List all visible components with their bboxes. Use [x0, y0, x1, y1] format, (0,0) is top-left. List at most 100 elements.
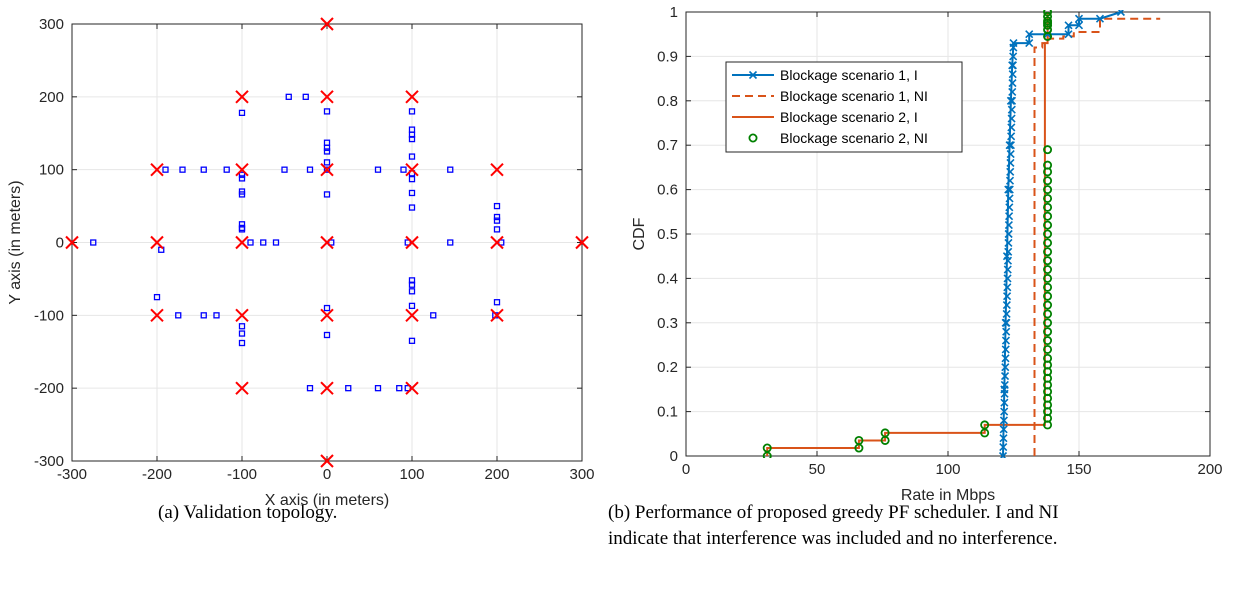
x-stroke: [235, 90, 249, 104]
series-point-marker: [1005, 194, 1014, 203]
user-square-marker: [408, 281, 416, 288]
series-point-marker: [1002, 300, 1011, 310]
user-square-marker: [408, 153, 416, 160]
y-tick-label: 0.9: [657, 48, 678, 65]
base-station-x-marker: [320, 90, 334, 104]
x-tick-label: -100: [227, 466, 257, 483]
marker-stroke: [748, 70, 758, 80]
marker-stroke: [999, 425, 1008, 434]
user-square-marker: [374, 385, 382, 392]
user-square-marker: [323, 304, 331, 312]
series-point-marker: [998, 451, 1008, 458]
base-station-x-marker: [65, 235, 79, 250]
series-point-marker: [1001, 354, 1010, 363]
series-point-marker: [1043, 309, 1053, 319]
user-square-marker: [323, 191, 331, 198]
y-tick-label: 0.2: [657, 359, 678, 376]
legend-swatch: [748, 133, 758, 143]
series-point-marker: [1064, 21, 1073, 30]
series-point-marker: [1008, 87, 1017, 96]
marker-stroke: [1009, 43, 1018, 52]
y-tick-label: 0: [56, 235, 64, 252]
series-point-marker: [1004, 185, 1013, 194]
user-square-marker: [408, 302, 416, 310]
series-point-marker: [1074, 21, 1084, 30]
user-square-marker: [223, 166, 230, 173]
series-point-marker: [1043, 344, 1053, 354]
y-tick-label: 0.4: [657, 270, 678, 287]
marker-stroke: [1064, 30, 1073, 39]
series-point-marker: [1009, 52, 1018, 61]
base-station-x-marker: [490, 162, 504, 177]
base-station-x-marker: [320, 454, 334, 468]
user-square-marker: [238, 339, 246, 347]
plot-frame: [685, 11, 1211, 457]
topology-plot: -300 -200 -100 0 100 200 300 -300 -200 -100 0 100 20…: [7, 16, 595, 509]
series-point-marker: [1003, 283, 1012, 292]
marker-stroke: [1008, 78, 1017, 88]
user-square-marker: [396, 385, 403, 392]
y-tick-label: 200: [39, 89, 64, 106]
marker-stroke: [1005, 176, 1015, 185]
marker-stroke: [1009, 52, 1018, 61]
x-tick-label: 200: [484, 466, 509, 483]
series-point-marker: [1001, 345, 1010, 354]
marker-stroke: [1007, 105, 1016, 114]
x-stroke: [150, 308, 164, 323]
series-point-marker: [1043, 353, 1053, 363]
x-stroke: [490, 308, 504, 323]
series-point-marker: [1007, 132, 1016, 141]
user-square-marker: [323, 144, 331, 151]
marker-stroke: [1064, 21, 1073, 30]
marker-stroke: [1007, 96, 1017, 105]
marker-stroke: [1008, 61, 1018, 70]
user-square-marker: [200, 312, 207, 319]
user-square-marker: [179, 166, 186, 173]
user-square-marker: [238, 191, 246, 198]
user-square-marker: [408, 189, 416, 197]
legend-entry: Blockage scenario 2, I: [732, 109, 918, 125]
user-square-marker: [447, 166, 454, 173]
y-tick-label: -100: [34, 307, 64, 324]
marker-stroke: [1000, 372, 1010, 381]
user-square-marker: [281, 166, 288, 173]
series-point-marker: [1074, 14, 1084, 23]
user-square-marker: [238, 175, 246, 182]
user-square-marker: [323, 159, 331, 166]
x-stroke: [320, 308, 334, 323]
series-point-marker: [999, 416, 1008, 425]
marker-stroke: [1000, 407, 1009, 416]
x-stroke: [320, 90, 334, 104]
base-station-x-marker: [320, 381, 334, 395]
series-point-marker: [999, 425, 1008, 434]
series-point-marker: [1043, 327, 1053, 337]
cdf-plot: 0 50 100 150 200 0 0.1 0.2 0.3 0.4 0.5 0.6 0.7 0.8 0.9…: [631, 4, 1223, 504]
series-point-marker: [1005, 176, 1015, 185]
base-station-x-marker: [490, 235, 504, 250]
series-point-marker: [1025, 30, 1034, 39]
series-point-marker: [1001, 336, 1011, 345]
marker-stroke: [999, 451, 1008, 458]
legend-label: Blockage scenario 2, I: [780, 109, 918, 125]
user-square-marker: [404, 385, 411, 392]
x-tick-label: 0: [323, 466, 331, 483]
marker-stroke: [1000, 389, 1009, 398]
user-square-marker: [493, 226, 501, 233]
series-point-marker: [1043, 10, 1053, 17]
user-square-marker: [408, 288, 416, 295]
base-station-x-marker: [150, 235, 164, 250]
series-point-marker: [999, 434, 1008, 443]
series-point-marker: [880, 428, 890, 438]
base-station-x-marker: [405, 235, 419, 250]
series-point-marker: [1043, 16, 1053, 26]
series-point-marker: [1043, 336, 1053, 346]
user-square-marker: [90, 239, 97, 246]
series-point-marker: [1007, 105, 1016, 114]
legend-box: [725, 61, 963, 153]
marker-stroke: [1006, 150, 1015, 159]
x-axis-label: X axis (in meters): [265, 492, 389, 509]
series-point-marker: [1003, 265, 1012, 274]
series-point-marker: [1005, 185, 1014, 194]
marker-stroke: [1008, 87, 1017, 96]
y-tick-label: 0: [670, 448, 678, 465]
